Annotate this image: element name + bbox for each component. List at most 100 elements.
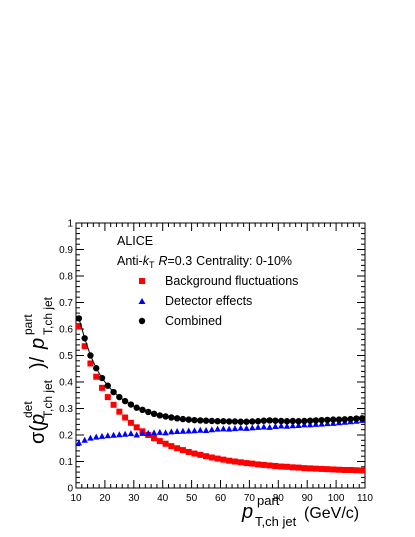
y-tick-label: 0.2 xyxy=(59,431,73,442)
data-point-background xyxy=(203,453,210,460)
data-point-detector xyxy=(185,427,192,434)
data-point-background xyxy=(289,464,296,471)
data-point-detector xyxy=(260,423,268,430)
y-tick-label: 0.8 xyxy=(59,272,73,283)
data-point-background xyxy=(133,424,140,431)
series-detector-effects xyxy=(75,416,366,446)
data-point-background xyxy=(353,467,360,474)
data-point-background xyxy=(104,394,111,401)
data-point-background xyxy=(243,460,250,467)
data-point-background xyxy=(122,414,129,421)
data-point-detector xyxy=(312,420,320,427)
y-tick-label: 0.1 xyxy=(59,457,73,468)
x-axis-title-sup: part xyxy=(257,493,280,508)
data-point-background xyxy=(93,373,100,380)
data-point-background xyxy=(347,466,354,473)
data-point-detector xyxy=(318,420,325,427)
legend-label-detector-effects: Detector effects xyxy=(165,294,252,308)
svg-text:T,ch jet: T,ch jet xyxy=(41,379,55,418)
data-point-detector xyxy=(249,424,256,431)
x-tick-label: 60 xyxy=(215,493,227,504)
data-point-background xyxy=(226,457,233,464)
x-tick-label: 30 xyxy=(128,493,140,504)
data-point-detector xyxy=(254,423,262,430)
data-point-background xyxy=(231,458,238,465)
data-point-detector xyxy=(301,421,308,428)
data-point-detector xyxy=(133,431,140,438)
data-point-detector xyxy=(121,430,129,437)
data-point-detector xyxy=(283,422,291,429)
x-axis-title-sub: T,ch jet xyxy=(255,514,297,529)
y-axis-title: σ(p det T,ch jet )/ p part T,ch jet xyxy=(21,296,55,444)
data-point-detector xyxy=(277,422,285,429)
data-point-background xyxy=(151,435,158,442)
data-point-detector xyxy=(330,419,337,426)
data-point-detector xyxy=(289,422,296,429)
data-point-detector xyxy=(116,431,123,438)
data-point-detector xyxy=(243,424,250,431)
data-point-background xyxy=(162,440,169,447)
data-point-background xyxy=(307,465,314,472)
data-point-detector xyxy=(220,425,227,432)
y-axis-ticks: 0 0.1 0.2 0.3 0.4 0.5 0.6 0.7 0.8 0.9 1 xyxy=(59,219,365,495)
y-tick-label: 0.9 xyxy=(59,245,73,256)
y-tick-label: 0.5 xyxy=(59,351,73,362)
data-point-background xyxy=(295,464,302,471)
data-point-background xyxy=(156,438,163,445)
data-point-background xyxy=(249,460,256,467)
data-point-detector xyxy=(150,429,158,436)
data-point-detector xyxy=(208,426,216,433)
data-point-detector xyxy=(75,439,83,446)
legend-marker-detector-effects xyxy=(138,298,146,304)
data-point-detector xyxy=(231,425,239,432)
y-tick-label: 0 xyxy=(67,484,73,495)
data-point-background xyxy=(116,408,123,415)
data-point-detector xyxy=(225,425,233,432)
y-tick-label: 0.4 xyxy=(59,378,73,389)
svg-text:T,ch jet: T,ch jet xyxy=(41,296,55,335)
svg-text:det: det xyxy=(21,401,35,418)
data-point-detector xyxy=(156,428,164,435)
data-point-background xyxy=(127,419,134,426)
data-point-background xyxy=(75,323,82,330)
data-point-background xyxy=(174,445,181,452)
data-point-detector xyxy=(81,436,88,443)
legend-marker-combined xyxy=(138,317,146,325)
y-tick-label: 0.3 xyxy=(59,404,73,415)
data-point-combined xyxy=(75,315,83,322)
data-point-background xyxy=(99,384,106,391)
data-point-background xyxy=(185,448,192,455)
data-point-background xyxy=(110,401,117,408)
data-point-detector xyxy=(197,426,204,433)
series-combined xyxy=(75,315,366,425)
data-point-background xyxy=(278,463,285,470)
data-point-background xyxy=(168,443,175,450)
data-point-background xyxy=(341,466,348,473)
data-point-detector xyxy=(173,428,181,435)
x-tick-label: 40 xyxy=(157,493,169,504)
data-point-background xyxy=(359,467,366,474)
data-point-detector xyxy=(272,423,279,430)
data-point-detector xyxy=(324,420,331,427)
legend: Background fluctuations Detector effects… xyxy=(138,274,298,328)
data-point-background xyxy=(191,450,198,457)
data-point-background xyxy=(214,455,221,462)
data-point-detector xyxy=(127,430,135,437)
data-point-background xyxy=(179,447,186,454)
svg-text:σ(p: σ(p xyxy=(27,414,49,444)
data-point-detector xyxy=(168,428,175,435)
x-tick-label: 110 xyxy=(357,493,373,504)
data-point-background xyxy=(220,456,227,463)
data-point-background xyxy=(330,466,337,473)
data-point-detector xyxy=(110,431,117,438)
annotation-jet-definition: Anti-kT R=0.3 Centrality: 0-10% xyxy=(117,254,292,270)
data-point-detector xyxy=(295,421,302,428)
data-point-detector xyxy=(266,423,273,430)
x-tick-label: 80 xyxy=(273,493,285,504)
svg-text:)/: )/ xyxy=(27,356,49,369)
x-axis-title-unit: (GeV/c) xyxy=(304,505,359,522)
data-point-background xyxy=(260,461,267,468)
data-point-background xyxy=(301,465,308,472)
legend-marker-background-fluctuations xyxy=(139,278,145,284)
